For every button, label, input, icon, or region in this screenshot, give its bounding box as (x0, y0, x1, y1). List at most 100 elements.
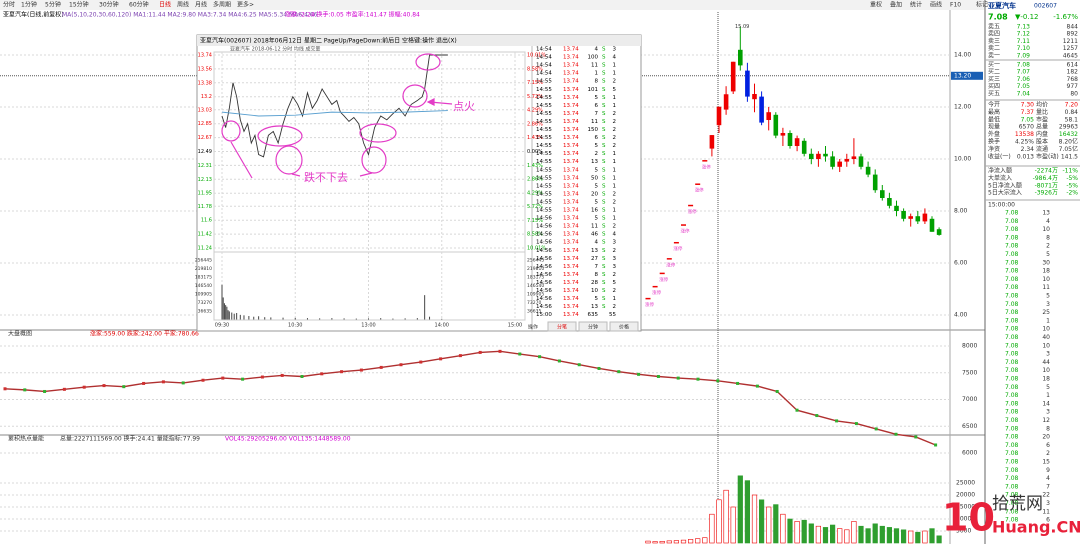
y2-tick-label: 8.58% (527, 66, 543, 72)
panel-info: 总量:2227111569.00 换手:24.41 量能指标:77.99 (60, 435, 200, 443)
volume-bar (744, 480, 750, 544)
y-tick-label: 12.31 (198, 163, 212, 169)
tick-volume: 1 (1046, 392, 1050, 399)
highlight-ellipse (402, 84, 428, 108)
popup-titlebar (197, 35, 641, 46)
watermark-number: 10 (942, 496, 995, 540)
tick-cell: S (602, 71, 606, 77)
tick-cell: 2 (613, 199, 617, 205)
book-price: 7.08 (1017, 62, 1031, 69)
index-point (3, 387, 7, 391)
tick-price: 7.08 (1005, 492, 1019, 499)
volume-bar (652, 541, 658, 544)
tick-price: 7.08 (1005, 342, 1019, 349)
volume-bar (893, 528, 900, 544)
tick-price: 7.08 (1005, 517, 1019, 524)
x-tick-label: 15:00 (508, 323, 522, 329)
tick-cell: 8 (595, 79, 599, 85)
flow-pct: -5% (1066, 175, 1078, 182)
tick-cell: 13.74 (563, 95, 579, 101)
volume-bar (687, 539, 694, 544)
tick-cell: 13.74 (563, 232, 579, 238)
tick-price: 7.08 (1005, 210, 1019, 217)
y-tick-label: 12.49 (198, 149, 212, 155)
tick-volume: 2 (1046, 243, 1050, 250)
popup-tab[interactable]: 价格 (619, 324, 629, 331)
index-point (498, 349, 502, 353)
last-price: 7.08 (988, 13, 1008, 22)
tick-volume: 14 (1042, 400, 1050, 407)
tick-volume: 3 (1046, 500, 1050, 507)
candle-body (915, 216, 921, 222)
tick-cell: 2 (613, 288, 617, 294)
tick-cell: 14:55 (536, 135, 552, 141)
volume-bar (737, 475, 743, 544)
index-point (379, 365, 383, 369)
tick-cell: 7 (595, 264, 599, 270)
tick-cell: 13.74 (563, 224, 579, 230)
tick-volume: 15 (1042, 459, 1050, 466)
book-volume: 892 (1067, 31, 1079, 38)
flow-value: -8071万 (1035, 182, 1058, 189)
tick-price: 7.08 (1005, 409, 1019, 416)
tick-cell: 13.74 (563, 151, 579, 157)
volume-bar (766, 506, 772, 544)
candle-body (801, 140, 807, 154)
tick-cell: 13.74 (563, 296, 579, 302)
price-pct: -1.67% (1053, 13, 1078, 21)
volume-tick-label: 183175 (527, 275, 544, 281)
popup-tab-bg[interactable] (547, 321, 577, 332)
stat-value: 4.25% (1015, 139, 1034, 146)
volume-bar (801, 519, 807, 544)
popup-window (196, 34, 642, 332)
stat-label: 流通 (1036, 145, 1048, 153)
book-volume: 4645 (1063, 52, 1078, 59)
popup-tab[interactable]: 分钟 (588, 324, 598, 331)
index-point (894, 432, 898, 436)
index-point (518, 352, 522, 356)
tick-volume: 6 (1046, 517, 1050, 524)
tick-volume: 30 (1042, 259, 1050, 266)
volume-bar (900, 529, 907, 544)
tick-cell: 5 (613, 87, 617, 93)
tick-cell: 1 (613, 296, 617, 302)
popup-tab[interactable]: 分笔 (557, 324, 567, 331)
volume-bar (808, 523, 814, 544)
volume-tick-label: 183175 (195, 275, 212, 281)
tick-cell: 14:56 (536, 232, 552, 238)
tick-cell: 13 (591, 248, 598, 254)
tick-price: 7.08 (1005, 467, 1019, 474)
tick-cell: 13.74 (563, 304, 579, 310)
volume-tick-label: 73270 (198, 300, 212, 306)
volume-bar (844, 529, 850, 544)
y-tick-label: 8.00 (954, 208, 968, 215)
stat-label: 最高 (988, 108, 1000, 116)
tick-volume: 3 (1046, 409, 1050, 416)
toolbar-tab: 多周期 (213, 1, 231, 9)
stock-name: 亚夏汽车 (988, 1, 1016, 10)
tick-cell: S (602, 191, 606, 197)
volume-tick-label: 146540 (527, 283, 544, 289)
candle-body (887, 198, 892, 206)
book-price: 7.04 (1017, 90, 1031, 97)
book-label: 卖三 (988, 38, 1000, 45)
tick-cell: 13 (591, 304, 598, 310)
volume-bar (922, 530, 928, 544)
tick-cell: 6 (595, 135, 599, 141)
tick-price: 7.08 (1005, 483, 1019, 490)
tick-cell: 13.74 (563, 199, 579, 205)
tick-cell: 2 (613, 272, 617, 278)
flow-pct: -11% (1062, 168, 1078, 175)
tick-cell: 14:54 (536, 71, 552, 77)
popup-tab-bg[interactable] (578, 321, 608, 332)
index-point (597, 366, 601, 370)
tick-time: 15:00:00 (988, 202, 1015, 209)
tick-cell: S (602, 280, 606, 286)
pointer-line (291, 173, 301, 177)
tick-price: 7.08 (1005, 259, 1019, 266)
watermark-site: Huang.CN (992, 518, 1080, 537)
y-tick-label: 25000 (956, 480, 975, 487)
popup-tab-bg[interactable] (609, 321, 639, 332)
tick-price: 7.08 (1005, 268, 1019, 275)
